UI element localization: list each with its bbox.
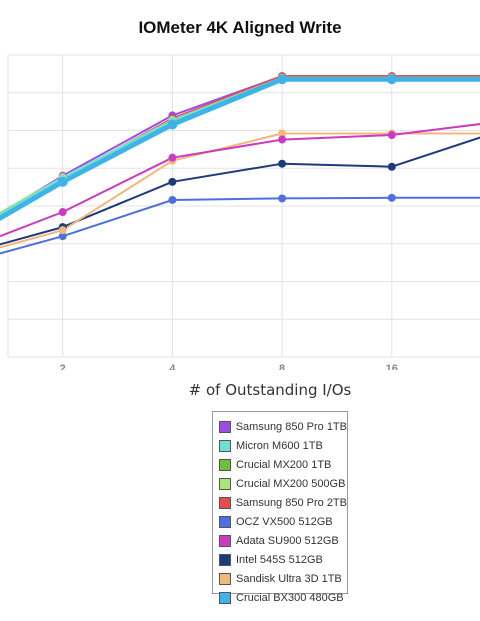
legend-label: Crucial BX300 480GB bbox=[236, 592, 344, 605]
x-axis-label: # of Outstanding I/Os bbox=[188, 381, 352, 399]
data-point bbox=[168, 153, 177, 162]
data-point bbox=[57, 176, 68, 187]
data-point bbox=[58, 232, 67, 241]
legend-swatch bbox=[219, 439, 231, 452]
legend-label: Micron M600 1TB bbox=[236, 439, 323, 452]
legend-item: OCZ VX500 512GB bbox=[219, 512, 347, 531]
chart-title: IOMeter 4K Aligned Write bbox=[138, 18, 342, 37]
legend-swatch bbox=[219, 420, 231, 433]
data-point bbox=[277, 74, 288, 85]
x-tick-label: 4 bbox=[169, 363, 176, 370]
x-tick-labels: 2 4 8 16 bbox=[60, 363, 398, 370]
data-point bbox=[167, 119, 178, 130]
legend-label: Samsung 850 Pro 2TB bbox=[235, 496, 347, 509]
legend: Samsung 850 Pro 1TB Micron M600 1TB Crucia… bbox=[212, 411, 348, 605]
data-point bbox=[387, 193, 396, 202]
legend-label: Crucial MX200 500GB bbox=[236, 477, 346, 490]
data-point bbox=[58, 208, 67, 217]
legend-item: Samsung 850 Pro 2TB bbox=[219, 493, 347, 512]
series-points bbox=[57, 72, 397, 241]
series-lines bbox=[0, 75, 480, 255]
series-line bbox=[0, 136, 480, 246]
legend-swatch bbox=[219, 458, 231, 471]
legend-item: Crucial MX200 1TB bbox=[219, 455, 347, 474]
legend-label: Samsung 850 Pro 1TB bbox=[235, 420, 347, 433]
data-point bbox=[278, 159, 287, 168]
series-line bbox=[0, 76, 480, 214]
data-point bbox=[278, 194, 287, 203]
legend-item: Adata SU900 512GB bbox=[219, 532, 347, 551]
data-point bbox=[168, 195, 177, 204]
legend-item: Sandisk Ultra 3D 1TB bbox=[219, 570, 347, 589]
legend-item: Micron M600 1TB bbox=[219, 436, 347, 455]
legend-swatch bbox=[219, 477, 231, 490]
data-point bbox=[58, 226, 67, 235]
legend-swatch bbox=[219, 516, 231, 529]
line-chart: 2 4 8 16 bbox=[0, 54, 480, 370]
legend-swatch bbox=[219, 573, 231, 586]
legend-swatch bbox=[219, 592, 231, 605]
legend-swatch bbox=[219, 535, 231, 548]
series-line bbox=[0, 75, 480, 217]
series-line bbox=[0, 75, 480, 215]
x-tick-label: 16 bbox=[386, 363, 398, 370]
legend-label: Crucial MX200 1TB bbox=[236, 458, 332, 471]
series-line bbox=[0, 76, 480, 221]
legend-item: Crucial MX200 500GB bbox=[219, 474, 347, 493]
x-tick-label: 8 bbox=[279, 363, 285, 370]
legend-swatch bbox=[219, 554, 231, 567]
legend-label: OCZ VX500 512GB bbox=[236, 516, 333, 529]
data-point bbox=[278, 129, 287, 138]
legend-label: Sandisk Ultra 3D 1TB bbox=[236, 573, 342, 586]
legend-swatch bbox=[219, 496, 231, 509]
data-point bbox=[386, 74, 397, 85]
data-point bbox=[168, 177, 177, 186]
legend-item: Samsung 850 Pro 1TB bbox=[219, 417, 347, 436]
series-line bbox=[0, 76, 480, 215]
legend-item: Intel 545S 512GB bbox=[219, 551, 347, 570]
series-line bbox=[0, 123, 480, 238]
grid-lines bbox=[7, 54, 480, 358]
legend-item: Crucial BX300 480GB bbox=[219, 589, 347, 608]
data-point bbox=[387, 162, 396, 171]
data-point bbox=[387, 131, 396, 140]
legend-label: Intel 545S 512GB bbox=[236, 554, 323, 567]
data-point bbox=[278, 135, 287, 144]
x-tick-label: 2 bbox=[60, 363, 66, 370]
series-line bbox=[0, 196, 480, 255]
legend-label: Adata SU900 512GB bbox=[236, 535, 339, 548]
